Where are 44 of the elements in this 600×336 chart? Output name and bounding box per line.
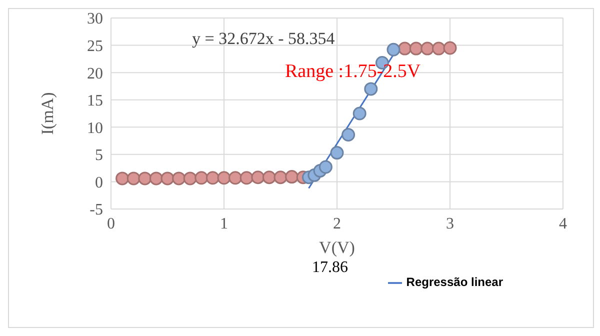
y-tick-label: 30 <box>87 10 103 28</box>
point <box>217 171 231 185</box>
point <box>160 172 174 186</box>
point <box>285 170 299 184</box>
y-tick-label: 10 <box>87 120 103 137</box>
point <box>409 42 423 56</box>
y-axis-title: I(mA) <box>38 92 58 135</box>
point <box>228 171 242 185</box>
point <box>194 171 208 185</box>
point <box>443 41 457 55</box>
point <box>116 172 130 186</box>
point <box>138 172 152 186</box>
point <box>206 171 220 185</box>
x-tick-label: 3 <box>446 215 454 232</box>
y-tick-label: -5 <box>90 202 103 219</box>
y-tick-label: 5 <box>95 147 103 164</box>
point <box>240 171 254 185</box>
y-tick-label: 0 <box>95 174 103 192</box>
point <box>183 172 197 186</box>
x-tick-label: 1 <box>220 215 228 232</box>
point <box>330 146 344 160</box>
point <box>318 160 332 174</box>
point <box>420 42 434 56</box>
point <box>149 172 163 186</box>
x-tick-label: 2 <box>333 215 341 232</box>
text: 17.86 <box>312 259 348 277</box>
x-tick-label: 4 <box>559 215 567 232</box>
point <box>352 106 366 120</box>
point <box>262 170 276 184</box>
annotation: y = 32.672x - 58.354 <box>192 29 335 49</box>
y-tick-label: 20 <box>87 65 103 82</box>
y-tick-label: 25 <box>87 38 103 55</box>
legend-label: Regressão linear <box>406 275 503 289</box>
point <box>274 170 288 184</box>
point <box>172 172 186 186</box>
point <box>251 170 265 184</box>
point <box>432 42 446 56</box>
x-tick-label: 0 <box>107 215 115 232</box>
x-axis-title: V(V) <box>319 238 355 257</box>
point <box>386 42 400 56</box>
point <box>364 82 378 96</box>
point <box>126 172 140 186</box>
point <box>342 128 356 142</box>
y-tick-label: 15 <box>87 92 103 110</box>
